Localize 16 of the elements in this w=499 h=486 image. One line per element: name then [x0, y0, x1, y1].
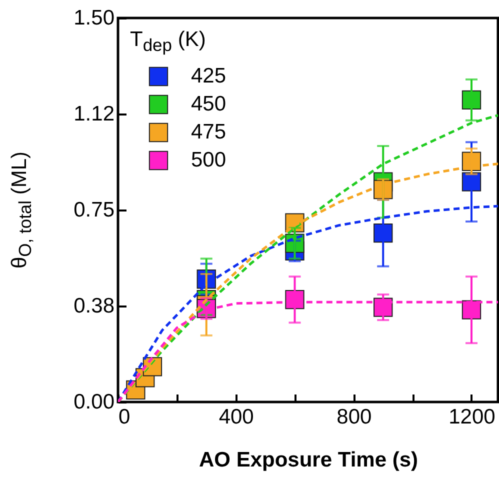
y-tick-label: 1.12 — [74, 102, 114, 126]
y-tick-label: 0.38 — [74, 294, 114, 318]
legend-label: 500 — [191, 148, 226, 172]
y-tick-label: 0.00 — [74, 390, 114, 414]
legend-label: 475 — [191, 120, 226, 144]
x-tick-label: 800 — [336, 406, 372, 428]
line-series — [118, 114, 498, 402]
x-tick-label: 400 — [218, 406, 254, 428]
x-tick-label: 0 — [118, 406, 130, 428]
y-tick-label: 0.75 — [74, 198, 114, 222]
y-tick-label: 1.50 — [74, 6, 114, 30]
legend-label: 425 — [191, 64, 226, 88]
legend-label: 450 — [191, 92, 226, 116]
x-axis-title: AO Exposure Time (s) — [198, 448, 418, 472]
legend-title: T$_{dep}$ (K) — [130, 28, 206, 56]
x-tick-label: 1200 — [448, 406, 496, 428]
